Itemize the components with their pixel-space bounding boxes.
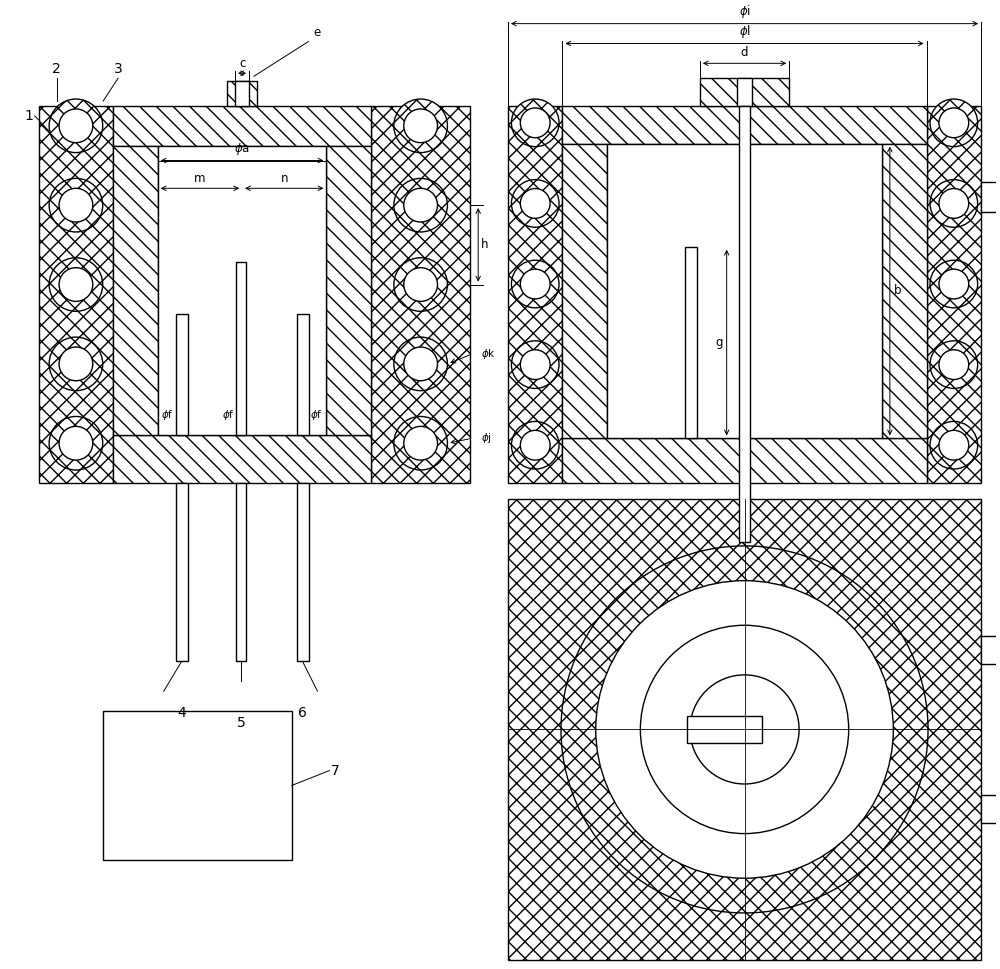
- Text: $\phi$l: $\phi$l: [739, 22, 751, 40]
- Bar: [927, 106, 981, 483]
- Circle shape: [511, 422, 559, 469]
- Circle shape: [404, 188, 438, 222]
- Bar: [176, 314, 188, 435]
- Text: 6: 6: [298, 706, 307, 720]
- Circle shape: [394, 99, 447, 152]
- Circle shape: [511, 261, 559, 308]
- Circle shape: [511, 341, 559, 389]
- Circle shape: [404, 426, 438, 460]
- Circle shape: [520, 430, 550, 460]
- Circle shape: [690, 674, 799, 784]
- Text: $\phi$a: $\phi$a: [234, 141, 250, 157]
- Circle shape: [640, 625, 849, 833]
- Text: 1: 1: [25, 109, 34, 123]
- Circle shape: [939, 189, 969, 218]
- Circle shape: [59, 188, 93, 222]
- Circle shape: [930, 179, 978, 228]
- Circle shape: [939, 108, 969, 138]
- Text: 5: 5: [237, 716, 245, 730]
- Text: $\phi$j: $\phi$j: [481, 431, 492, 446]
- Text: n: n: [280, 172, 288, 185]
- Circle shape: [939, 269, 969, 298]
- Bar: [297, 483, 309, 662]
- Circle shape: [561, 546, 928, 913]
- Bar: [508, 499, 981, 960]
- Text: d: d: [741, 47, 748, 59]
- Bar: [562, 143, 607, 438]
- Circle shape: [404, 109, 438, 142]
- Circle shape: [930, 422, 978, 469]
- Bar: [508, 106, 562, 483]
- Text: $\phi$f: $\phi$f: [310, 409, 322, 422]
- Bar: [371, 106, 470, 483]
- Bar: [562, 438, 927, 483]
- Bar: [158, 145, 326, 435]
- Text: $\phi$k: $\phi$k: [481, 347, 496, 361]
- Bar: [981, 795, 1000, 823]
- Circle shape: [596, 580, 893, 878]
- Text: 7: 7: [331, 764, 340, 777]
- Circle shape: [520, 269, 550, 298]
- Text: $\phi$i: $\phi$i: [739, 3, 751, 19]
- Bar: [113, 435, 371, 483]
- Text: b: b: [894, 285, 901, 297]
- Bar: [39, 106, 113, 483]
- Bar: [607, 143, 882, 438]
- Bar: [700, 78, 789, 106]
- Circle shape: [511, 99, 559, 146]
- Bar: [981, 182, 1000, 211]
- Circle shape: [59, 109, 93, 142]
- Text: m: m: [194, 172, 206, 185]
- Circle shape: [404, 347, 438, 381]
- Circle shape: [49, 258, 103, 311]
- Bar: [739, 106, 750, 543]
- Bar: [687, 715, 762, 743]
- Text: g: g: [715, 336, 723, 349]
- Circle shape: [520, 189, 550, 218]
- Bar: [326, 145, 371, 435]
- Circle shape: [939, 430, 969, 460]
- Bar: [236, 483, 246, 662]
- Circle shape: [49, 99, 103, 152]
- Bar: [113, 145, 158, 435]
- Circle shape: [59, 426, 93, 460]
- Text: c: c: [239, 57, 245, 71]
- Circle shape: [520, 108, 550, 138]
- Bar: [227, 81, 257, 106]
- Circle shape: [404, 267, 438, 301]
- Bar: [176, 483, 188, 662]
- Circle shape: [394, 258, 447, 311]
- Circle shape: [939, 350, 969, 380]
- Bar: [562, 106, 927, 143]
- Text: 4: 4: [177, 706, 186, 720]
- Circle shape: [511, 179, 559, 228]
- Circle shape: [394, 178, 447, 232]
- Bar: [685, 247, 697, 438]
- Text: 2: 2: [52, 62, 61, 77]
- Bar: [737, 78, 752, 106]
- Circle shape: [49, 417, 103, 470]
- Text: 3: 3: [114, 62, 122, 77]
- Text: $\phi$f: $\phi$f: [222, 409, 235, 422]
- Text: e: e: [314, 25, 321, 39]
- Circle shape: [930, 261, 978, 308]
- Bar: [235, 81, 249, 106]
- Circle shape: [59, 347, 93, 381]
- Circle shape: [520, 350, 550, 380]
- Bar: [236, 262, 246, 435]
- Text: $\phi$f: $\phi$f: [161, 409, 174, 422]
- Circle shape: [394, 417, 447, 470]
- Circle shape: [930, 99, 978, 146]
- Bar: [297, 314, 309, 435]
- Circle shape: [49, 337, 103, 391]
- Circle shape: [930, 341, 978, 389]
- Text: h: h: [481, 238, 489, 251]
- Bar: [981, 637, 1000, 664]
- Circle shape: [49, 178, 103, 232]
- Bar: [882, 143, 927, 438]
- Circle shape: [394, 337, 447, 391]
- Circle shape: [59, 267, 93, 301]
- Bar: [103, 711, 292, 860]
- Bar: [113, 106, 371, 145]
